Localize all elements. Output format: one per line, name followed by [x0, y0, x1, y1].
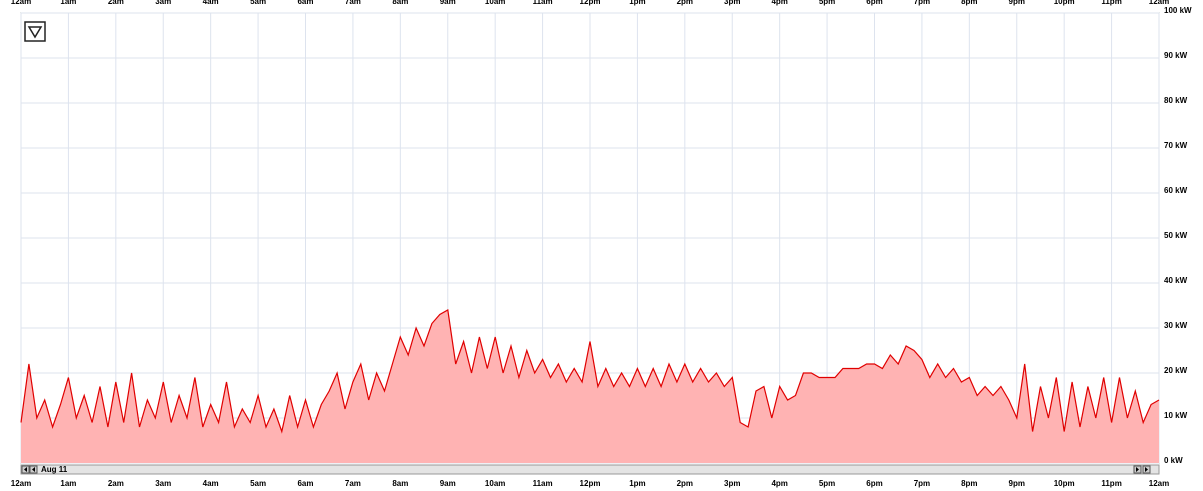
x-tick-label: 3pm [724, 0, 740, 6]
x-tick-label: 9pm [1009, 0, 1025, 6]
x-tick-label: 6am [297, 0, 313, 6]
x-tick-label: 11pm [1101, 479, 1121, 488]
y-tick-label: 0 kW [1164, 456, 1183, 465]
x-tick-label: 10pm [1054, 0, 1075, 6]
x-tick-label: 4am [203, 0, 219, 6]
x-tick-label: 4pm [771, 0, 787, 6]
y-tick-label: 40 kW [1164, 276, 1188, 285]
x-tick-label: 5am [250, 0, 266, 6]
y-tick-label: 80 kW [1164, 96, 1188, 105]
x-tick-label: 12am [11, 0, 31, 6]
x-tick-label: 12am [1149, 479, 1169, 488]
y-tick-label: 10 kW [1164, 411, 1188, 420]
x-tick-label: 12am [11, 479, 31, 488]
labels: 0 kW 10 kW 20 kW 30 kW 40 kW 50 kW 60 kW 70 kW 8… [11, 0, 1192, 488]
x-tick-label: 8pm [961, 0, 977, 6]
x-tick-label: 9pm [1009, 479, 1025, 488]
x-tick-label: 7am [345, 0, 361, 6]
area [21, 310, 1159, 463]
x-tick-label: 12am [1149, 0, 1169, 6]
x-tick-label: 10am [485, 0, 505, 6]
x-tick-label: 6pm [866, 479, 882, 488]
y-tick-label: 100 kW [1164, 6, 1192, 15]
nav-next[interactable] [1133, 465, 1151, 474]
x-tick-label: 1am [60, 479, 76, 488]
x-tick-label: 8pm [961, 479, 977, 488]
y-tick-label: 70 kW [1164, 141, 1188, 150]
x-tick-label: 7am [345, 479, 361, 488]
x-tick-label: 3am [155, 479, 171, 488]
x-tick-label: 2pm [677, 479, 693, 488]
x-tick-label: 3am [155, 0, 171, 6]
nav-prev[interactable] [21, 465, 38, 474]
date-label: Aug 11 [41, 465, 68, 474]
x-tick-label: 9am [440, 479, 456, 488]
x-tick-label: 6am [297, 479, 313, 488]
y-tick-label: 50 kW [1164, 231, 1188, 240]
x-tick-label: 5am [250, 479, 266, 488]
x-tick-label: 2am [108, 479, 124, 488]
x-tick-label: 8am [392, 479, 408, 488]
x-tick-label: 2am [108, 0, 124, 6]
x-tick-label: 11am [533, 479, 553, 488]
x-tick-label: 7pm [914, 479, 930, 488]
x-tick-label: 3pm [724, 479, 740, 488]
x-tick-label: 1pm [629, 479, 645, 488]
x-tick-label: 5pm [819, 0, 835, 6]
y-tick-label: 20 kW [1164, 366, 1188, 375]
x-tick-label: 10am [485, 479, 505, 488]
dropdown-button[interactable] [24, 21, 46, 42]
scroll-bar [20, 464, 1160, 475]
x-tick-label: 5pm [819, 479, 835, 488]
x-tick-label: 4pm [771, 479, 787, 488]
x-tick-label: 12pm [580, 0, 601, 6]
x-tick-label: 1pm [629, 0, 645, 6]
x-tick-label: 11pm [1101, 0, 1121, 6]
x-tick-label: 7pm [914, 0, 930, 6]
y-tick-label: 60 kW [1164, 186, 1188, 195]
x-tick-label: 9am [440, 0, 456, 6]
x-tick-label: 11am [533, 0, 553, 6]
marks [20, 309, 1160, 463]
x-tick-label: 8am [392, 0, 408, 6]
x-tick-label: 12pm [580, 479, 601, 488]
x-tick-label: 4am [203, 479, 219, 488]
x-tick-label: 6pm [866, 0, 882, 6]
x-tick-label: 2pm [677, 0, 693, 6]
y-tick-label: 30 kW [1164, 321, 1188, 330]
x-tick-label: 1am [60, 0, 76, 6]
y-tick-label: 90 kW [1164, 51, 1188, 60]
x-tick-label: 10pm [1054, 479, 1075, 488]
line [20, 309, 1160, 434]
